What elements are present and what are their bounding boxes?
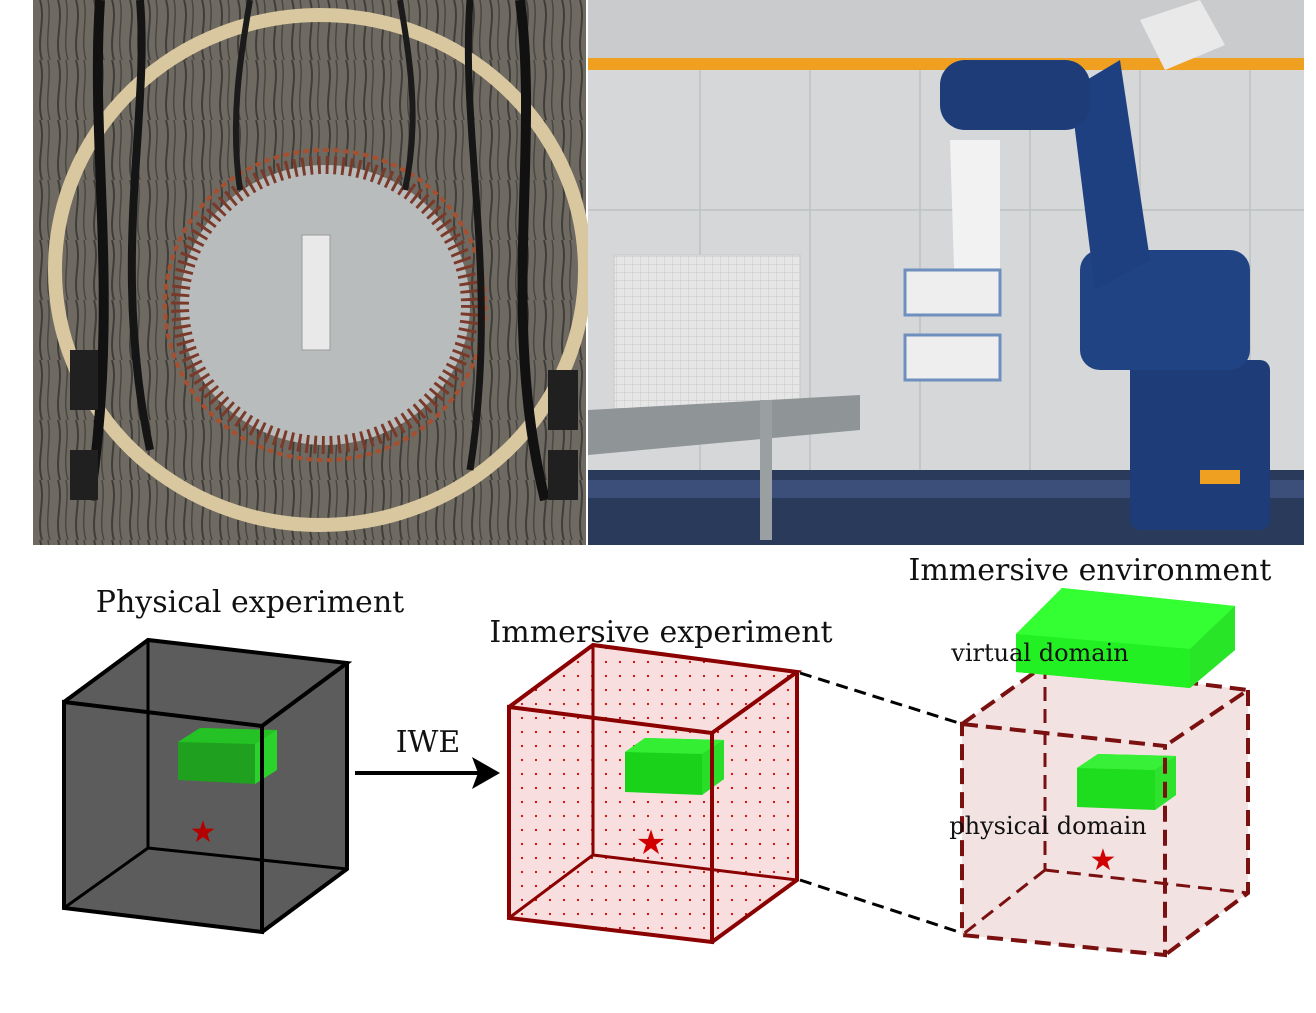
environment-source-star-icon: ★ <box>1090 843 1117 878</box>
physical-cube: ★ <box>62 637 353 935</box>
immersive-cube: ★ <box>507 642 803 945</box>
robot-photo <box>588 0 1304 545</box>
connector-bottom <box>799 878 963 935</box>
physical-source-star-icon: ★ <box>190 815 217 850</box>
immersive-environment-title: Immersive environment <box>909 553 1272 588</box>
environment-cube: ★ <box>960 662 1254 958</box>
physical-cube-green-block <box>178 728 277 784</box>
specimen-photo <box>33 0 592 545</box>
connector-top <box>799 671 963 726</box>
virtual-domain-label: virtual domain <box>950 639 1128 667</box>
virtual-domain-slab <box>1016 588 1235 688</box>
environment-inner-green-block <box>1077 754 1176 810</box>
iwe-arrow <box>355 757 500 789</box>
iwe-arrow-label: IWE <box>396 725 461 760</box>
immersive-experiment-title: Immersive experiment <box>489 615 832 650</box>
physical-domain-label: physical domain <box>949 812 1146 840</box>
immersive-source-star-icon: ★ <box>636 823 666 863</box>
immersive-cube-green-block <box>625 738 724 795</box>
physical-experiment-title: Physical experiment <box>96 585 404 620</box>
